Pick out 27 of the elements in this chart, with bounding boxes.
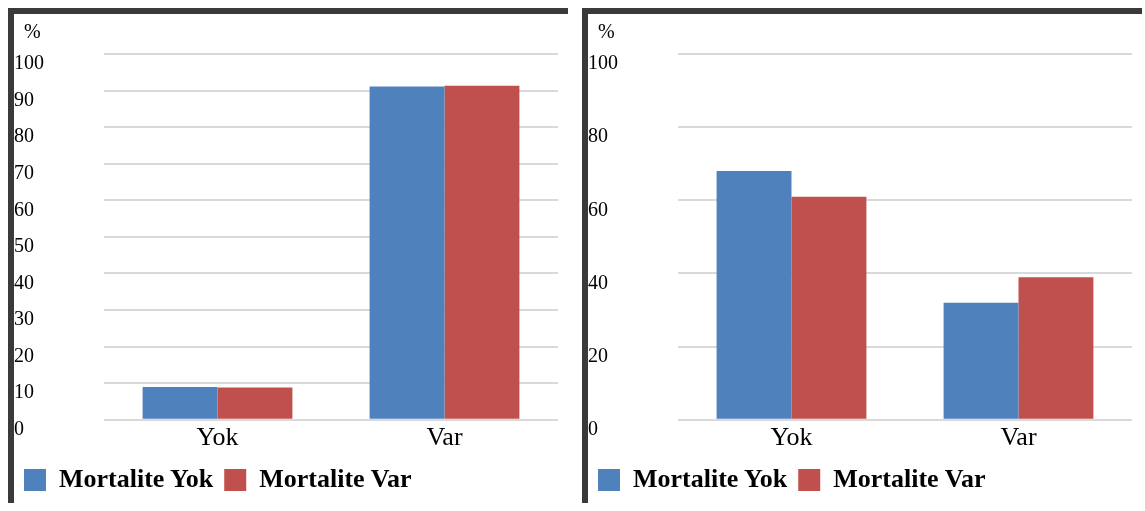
y-tick-label: 30 <box>14 307 34 330</box>
y-tick-label: 100 <box>14 51 44 74</box>
y-tick-label: 40 <box>588 270 608 293</box>
y-tick-label: 20 <box>588 343 608 366</box>
y-tick-label: 70 <box>14 160 34 183</box>
y-tick-label: 80 <box>14 124 34 147</box>
y-tick-label: 20 <box>14 343 34 366</box>
y-tick-label: 90 <box>14 87 34 110</box>
y-tick-label: 0 <box>588 417 598 440</box>
legend-label: Mortalite Var <box>259 463 412 493</box>
y-tick-label: 80 <box>588 124 608 147</box>
y-tick-label: 60 <box>14 197 34 220</box>
x-tick-label: Var <box>426 422 463 452</box>
x-tick-label: Yok <box>196 422 239 452</box>
y-tick-label: 0 <box>14 417 24 440</box>
y-tick-label: 10 <box>14 380 34 403</box>
y-axis-title: % <box>598 20 615 43</box>
legend-label: Mortalite Yok <box>59 463 214 493</box>
legend-label: Mortalite Var <box>833 463 986 493</box>
x-tick-label: Var <box>1000 422 1037 452</box>
y-tick-label: 100 <box>588 51 618 74</box>
y-axis-title: % <box>24 20 41 43</box>
x-tick-label: Yok <box>770 422 813 452</box>
y-tick-label: 50 <box>14 234 34 257</box>
y-tick-label: 60 <box>588 197 608 220</box>
legend-label: Mortalite Yok <box>633 463 788 493</box>
y-tick-label: 40 <box>14 270 34 293</box>
